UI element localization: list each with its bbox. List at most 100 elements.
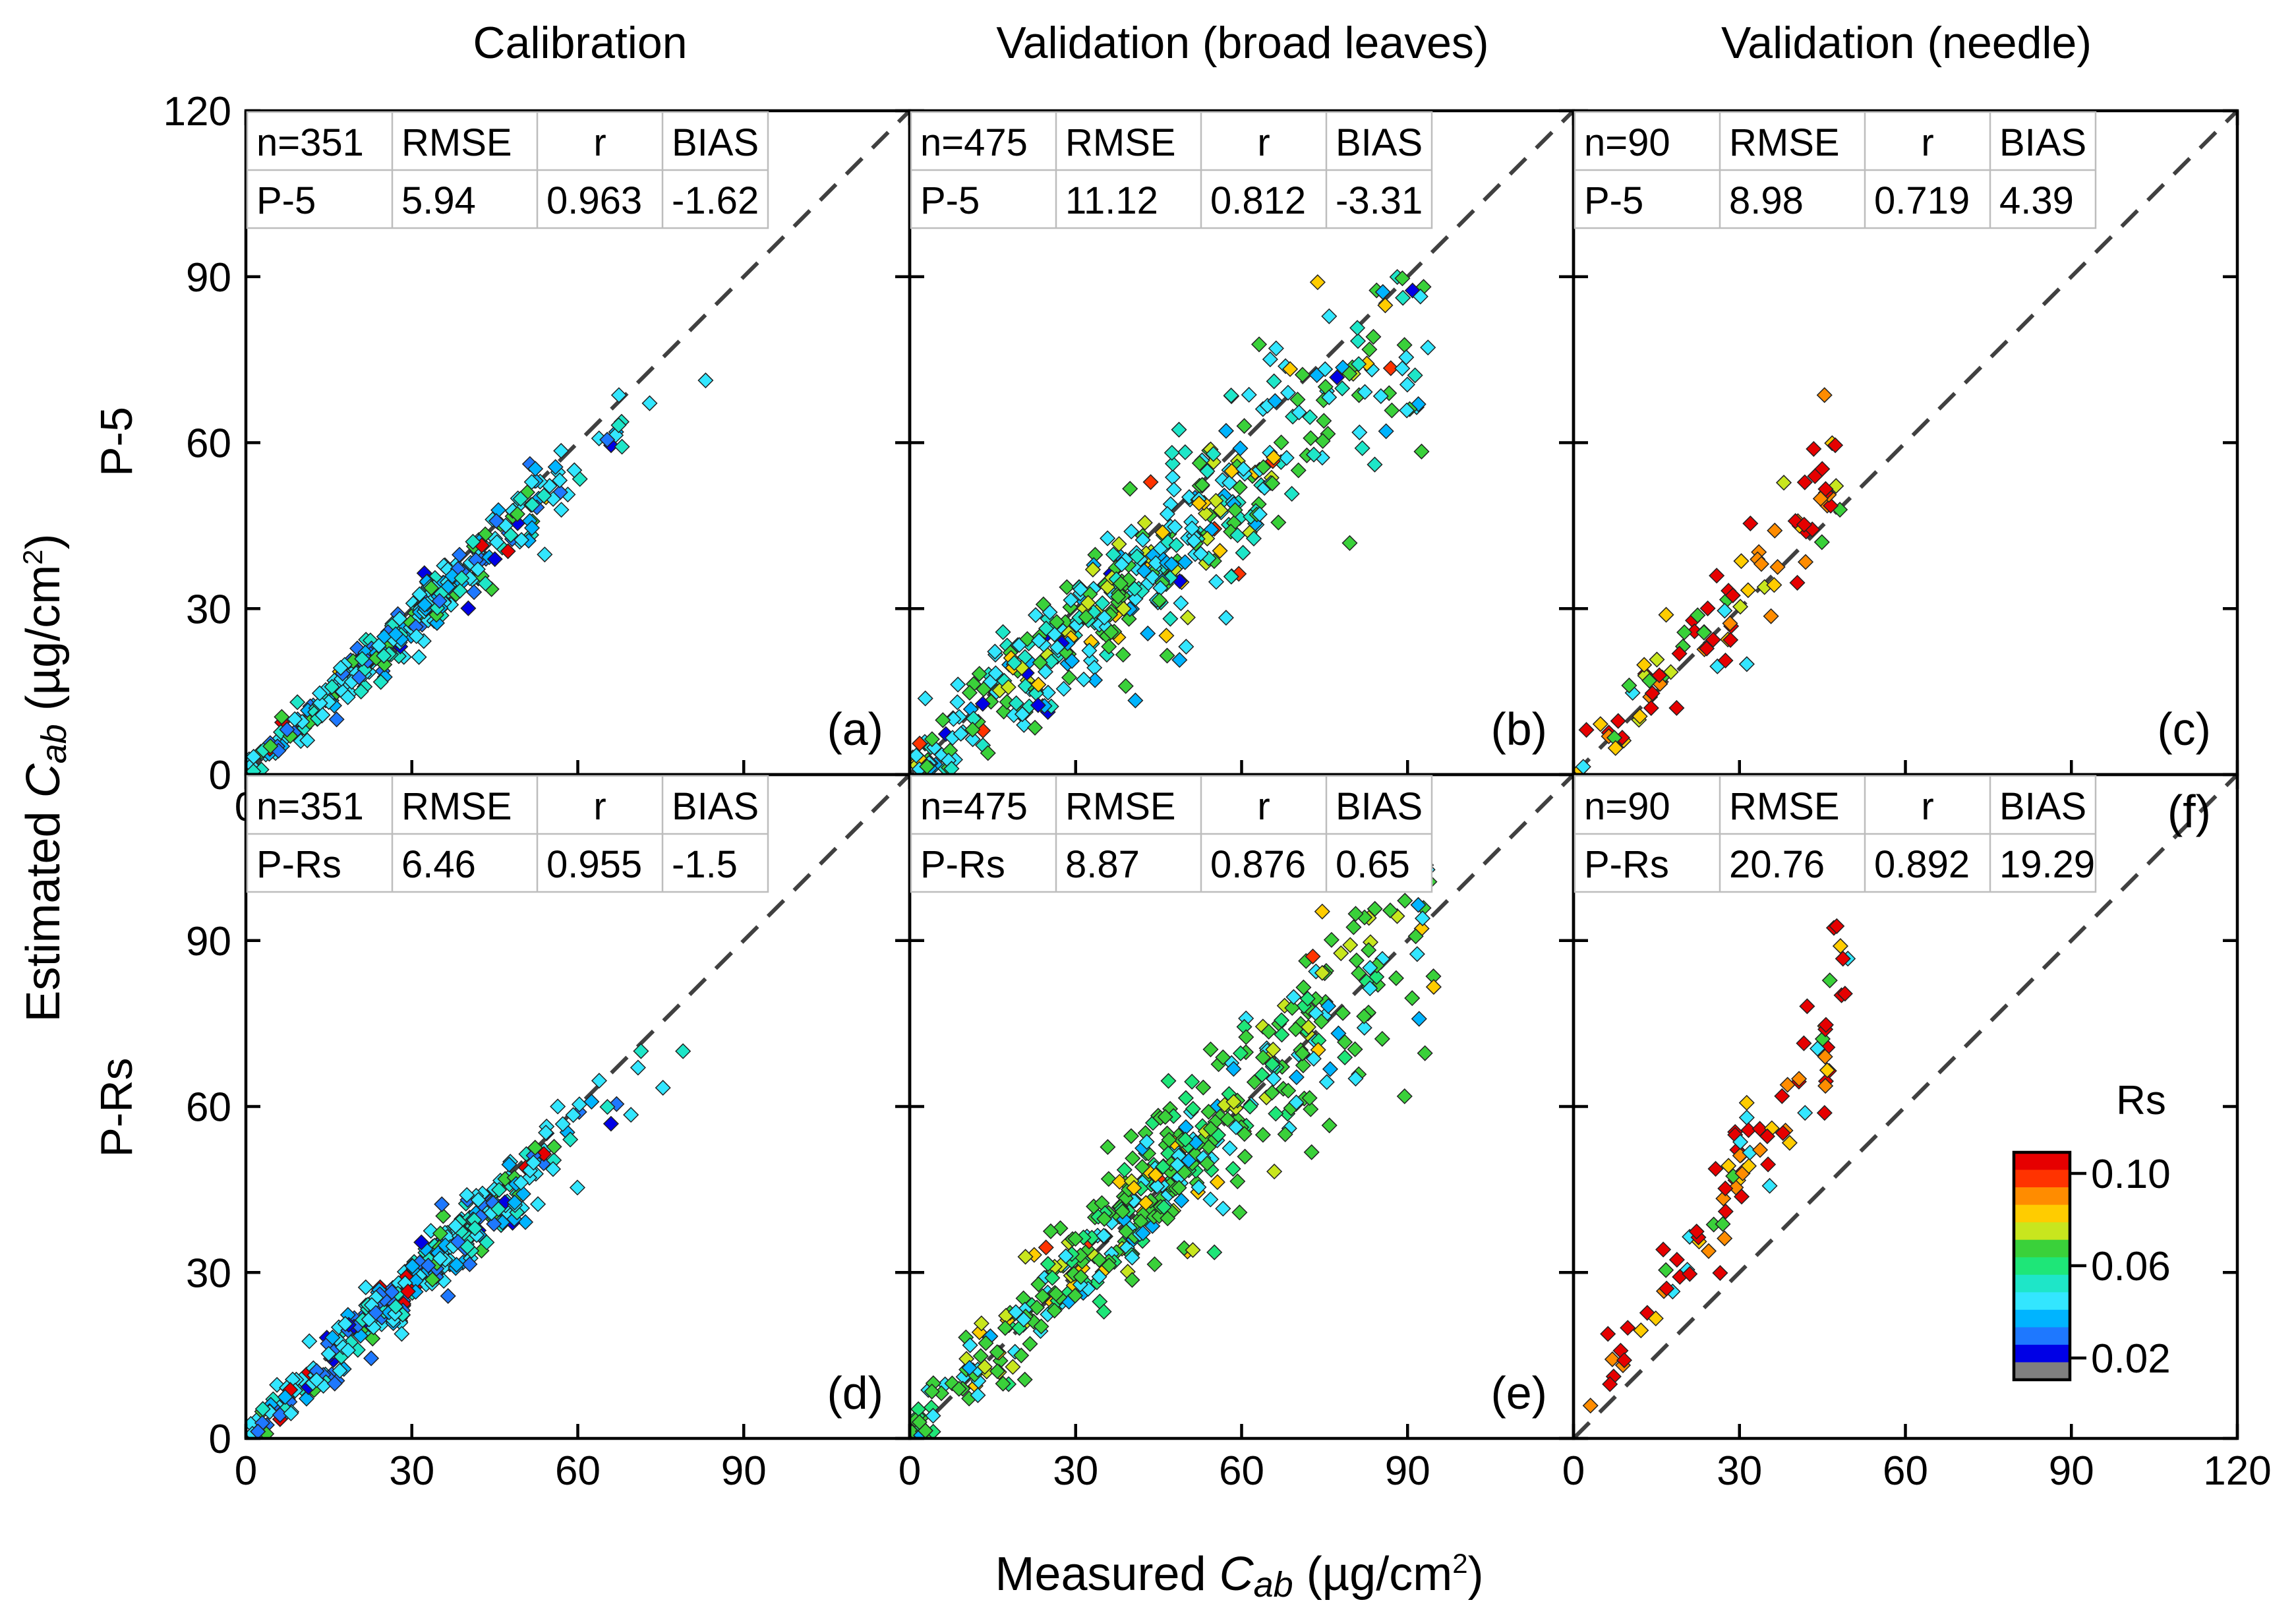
data-point — [1115, 647, 1131, 663]
column-title-broad: Validation (broad leaves) — [996, 18, 1488, 68]
data-point — [1176, 1240, 1192, 1256]
stat-table: n=351 P-Rs RMSE 6.46 r 0.955 BIAS -1.5 — [246, 775, 769, 893]
data-point — [1030, 697, 1046, 713]
data-point — [630, 1059, 646, 1076]
data-point — [1111, 1173, 1128, 1190]
data-point — [1832, 938, 1848, 955]
stat-header: RMSE — [1065, 785, 1176, 828]
data-point — [1396, 337, 1413, 353]
data-point — [1262, 351, 1278, 368]
data-point — [1125, 1150, 1141, 1167]
y-tick-label: 0 — [209, 753, 231, 798]
data-point — [1232, 440, 1249, 457]
data-point — [1837, 986, 1853, 1002]
colorbar-title: Rs — [2116, 1078, 2166, 1123]
data-point — [1113, 556, 1130, 573]
data-point — [1163, 444, 1180, 461]
data-point — [1241, 386, 1257, 403]
data-point — [1621, 677, 1637, 693]
data-point — [491, 1181, 508, 1198]
stat-header: BIAS — [1336, 785, 1423, 828]
data-point — [1123, 523, 1140, 540]
data-point — [566, 462, 583, 479]
data-point — [1254, 1127, 1271, 1143]
data-point — [1179, 609, 1196, 626]
y-tick-label: 30 — [186, 587, 231, 632]
data-point — [1100, 1138, 1116, 1156]
data-point — [1124, 1249, 1140, 1266]
data-point — [448, 1256, 465, 1273]
data-point — [411, 586, 428, 603]
data-point — [1154, 524, 1171, 541]
data-point — [1115, 601, 1132, 617]
data-point — [1171, 421, 1187, 438]
data-point — [1168, 537, 1185, 553]
data-point — [1717, 652, 1734, 669]
data-point — [1407, 928, 1424, 945]
stat-header: BIAS — [1999, 121, 2086, 164]
data-point — [1042, 604, 1058, 620]
data-point — [1127, 692, 1144, 709]
data-point — [1080, 595, 1096, 611]
data-point — [1733, 553, 1750, 570]
y-axis-unit: (µg/cm — [17, 565, 70, 724]
stat-header: r — [1257, 121, 1270, 164]
stat-header: BIAS — [672, 121, 759, 164]
data-point — [1290, 462, 1307, 479]
stat-header: BIAS — [1999, 785, 2086, 828]
stat-value: 0.955 — [546, 843, 642, 886]
data-point — [917, 690, 933, 707]
data-point — [1655, 1241, 1672, 1258]
stat-value: P-Rs — [920, 843, 1005, 886]
data-point — [1282, 361, 1299, 377]
data-point — [1100, 530, 1116, 546]
data-point — [1164, 469, 1181, 486]
data-point — [1006, 655, 1022, 671]
data-point — [454, 570, 470, 587]
data-point — [1008, 695, 1024, 711]
data-point — [1005, 1359, 1021, 1375]
data-point — [1759, 1128, 1776, 1144]
data-point — [1067, 1287, 1084, 1304]
data-point — [254, 1401, 271, 1417]
data-point — [1151, 592, 1167, 608]
data-point — [1578, 722, 1595, 738]
data-point — [1303, 430, 1319, 446]
data-point — [1017, 1249, 1034, 1265]
stat-value: 20.76 — [1729, 843, 1825, 886]
data-point — [1709, 568, 1725, 584]
stat-value: 19.29 — [1999, 843, 2095, 886]
data-point — [1602, 1376, 1618, 1392]
data-point — [547, 459, 564, 475]
data-point — [950, 676, 966, 693]
data-point — [1410, 396, 1427, 413]
data-point — [432, 1225, 448, 1242]
data-point — [949, 694, 966, 711]
data-point — [1700, 1243, 1717, 1259]
data-point — [1136, 514, 1153, 531]
y-tick-label: 120 — [163, 89, 231, 134]
colorbar-cell — [2014, 1187, 2070, 1206]
data-point — [470, 1192, 486, 1208]
data-point — [500, 543, 516, 560]
data-point — [1049, 639, 1066, 656]
data-point — [1651, 667, 1668, 684]
data-point — [509, 506, 525, 522]
data-point — [1309, 274, 1326, 291]
data-point — [1349, 333, 1367, 349]
data-point — [490, 1200, 507, 1218]
data-point — [1329, 369, 1345, 386]
data-point — [1094, 595, 1111, 612]
data-point — [363, 1350, 380, 1367]
data-point — [423, 579, 440, 596]
data-point — [1231, 479, 1248, 496]
stat-header: BIAS — [672, 785, 759, 828]
data-point — [552, 472, 568, 488]
x-tick-label: 60 — [1219, 1448, 1264, 1494]
data-point — [459, 1187, 475, 1203]
data-point — [1112, 575, 1129, 592]
data-point — [1374, 1030, 1390, 1047]
data-point — [1351, 965, 1367, 982]
data-point — [1671, 645, 1688, 662]
stat-header: r — [593, 121, 606, 164]
